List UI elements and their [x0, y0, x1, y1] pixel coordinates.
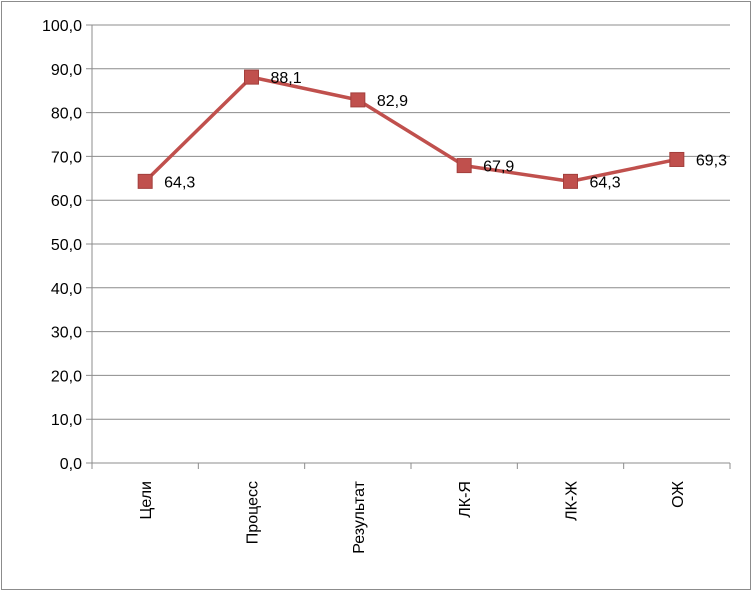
y-tick-label: 60,0	[51, 193, 82, 210]
data-point-marker	[244, 69, 259, 85]
x-category-label: Результат	[351, 480, 368, 553]
series-line	[143, 75, 678, 184]
y-tick-label: 90,0	[51, 62, 82, 79]
data-label: 82,9	[377, 93, 408, 110]
y-tick-label: 30,0	[51, 325, 82, 342]
data-point-marker	[669, 151, 685, 167]
y-axis-tick-labels: 0,0 10,0 20,0 30,0 40,0 50,0 60,0 70,0 80,0 90,0 1…	[42, 18, 82, 473]
y-tick-label: 20,0	[51, 368, 82, 385]
x-category-label: ЛК-Ж	[564, 481, 581, 521]
x-category-label: ОЖ	[670, 481, 687, 508]
y-tick-label: 80,0	[51, 106, 82, 123]
data-point-marker	[350, 92, 366, 108]
data-label: 64,3	[590, 174, 621, 191]
x-axis: Цели Процесс Результат ЛК-Я ЛК-Ж ОЖ	[91, 25, 731, 554]
data-point-marker	[563, 173, 578, 189]
x-category-label: Процесс	[245, 481, 262, 544]
y-tick-label: 50,0	[51, 237, 82, 254]
data-label: 64,3	[164, 174, 195, 191]
data-point-marker	[456, 158, 472, 174]
y-tick-label: 40,0	[51, 281, 82, 298]
data-label: 69,3	[696, 152, 727, 169]
data-labels: 64,3 88,1 82,9 67,9 64,3 69,3	[164, 70, 727, 191]
data-label: 67,9	[483, 159, 514, 176]
y-tick-label: 10,0	[51, 412, 82, 429]
y-tick-label: 0,0	[60, 456, 82, 473]
y-tick-label: 100,0	[42, 18, 82, 35]
series	[137, 69, 685, 189]
x-category-label: Цели	[138, 481, 155, 519]
y-tick-label: 70,0	[51, 149, 82, 166]
data-point-marker	[137, 173, 153, 189]
gridlines	[86, 24, 730, 464]
x-category-label: ЛК-Я	[457, 481, 474, 518]
data-label: 88,1	[271, 70, 302, 87]
